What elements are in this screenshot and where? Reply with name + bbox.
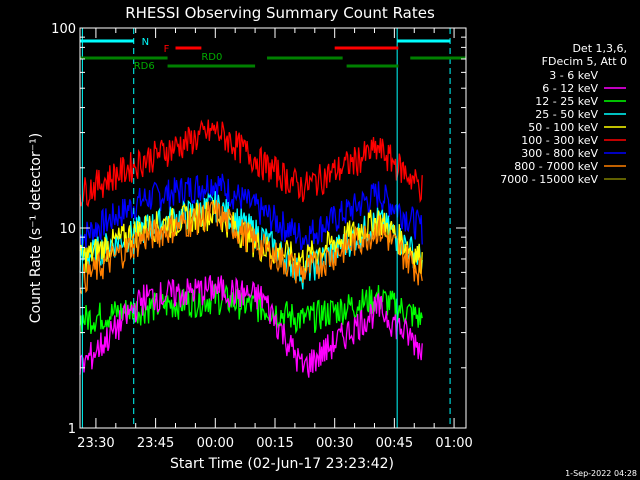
- legend-header-line1: Det 1,3,6,: [572, 42, 627, 55]
- x-tick-label-6: 01:00: [435, 436, 472, 451]
- chart-title: RHESSI Observing Summary Count Rates: [125, 4, 435, 22]
- flags-layer: N F RD0 RD6: [80, 28, 466, 428]
- legend-label-5: 100 - 300 keV: [521, 134, 598, 147]
- legend-label-2: 12 - 25 keV: [535, 95, 598, 108]
- axis-ticks: 23:30 23:45 00:00 00:15 00:30 00:45 01:00 1 10 10…: [51, 22, 473, 451]
- legend-label-3: 25 - 50 keV: [535, 108, 598, 121]
- flag-label-n: N: [142, 37, 149, 48]
- x-tick-label-4: 00:30: [316, 436, 353, 451]
- flag-label-rd6: RD6: [134, 61, 155, 72]
- legend-label-0: 3 - 6 keV: [549, 69, 598, 82]
- series-line-6-12keV: [79, 275, 423, 378]
- y-tick-label-0: 1: [68, 422, 76, 437]
- x-tick-label-5: 00:45: [376, 436, 413, 451]
- series-layer: [79, 119, 423, 378]
- legend-label-4: 50 - 100 keV: [528, 121, 598, 134]
- legend-label-8: 7000 - 15000 keV: [500, 173, 598, 186]
- x-tick-label-3: 00:15: [256, 436, 293, 451]
- x-axis-label: Start Time (02-Jun-17 23:23:42): [170, 456, 394, 472]
- legend-label-7: 800 - 7000 keV: [514, 160, 598, 173]
- flag-label-f: F: [164, 44, 170, 55]
- legend-header-line2: FDecim 5, Att 0: [542, 55, 627, 68]
- series-line-100-300keV: [79, 119, 423, 208]
- legend-label-1: 6 - 12 keV: [542, 82, 598, 95]
- series-line-800-7000keV: [79, 200, 423, 295]
- series-line-300-800keV: [79, 173, 423, 253]
- footer-date: 1-Sep-2022 04:28: [565, 469, 637, 478]
- x-tick-label-1: 23:45: [137, 436, 174, 451]
- x-tick-label-2: 00:00: [197, 436, 234, 451]
- x-tick-label-0: 23:30: [77, 436, 114, 451]
- y-tick-label-2: 100: [51, 22, 76, 37]
- y-axis-label: Count Rate (s⁻¹ detector⁻¹): [28, 133, 44, 323]
- flag-label-rd0: RD0: [201, 52, 222, 63]
- legend-label-6: 300 - 800 keV: [521, 147, 598, 160]
- y-tick-label-1: 10: [59, 222, 76, 237]
